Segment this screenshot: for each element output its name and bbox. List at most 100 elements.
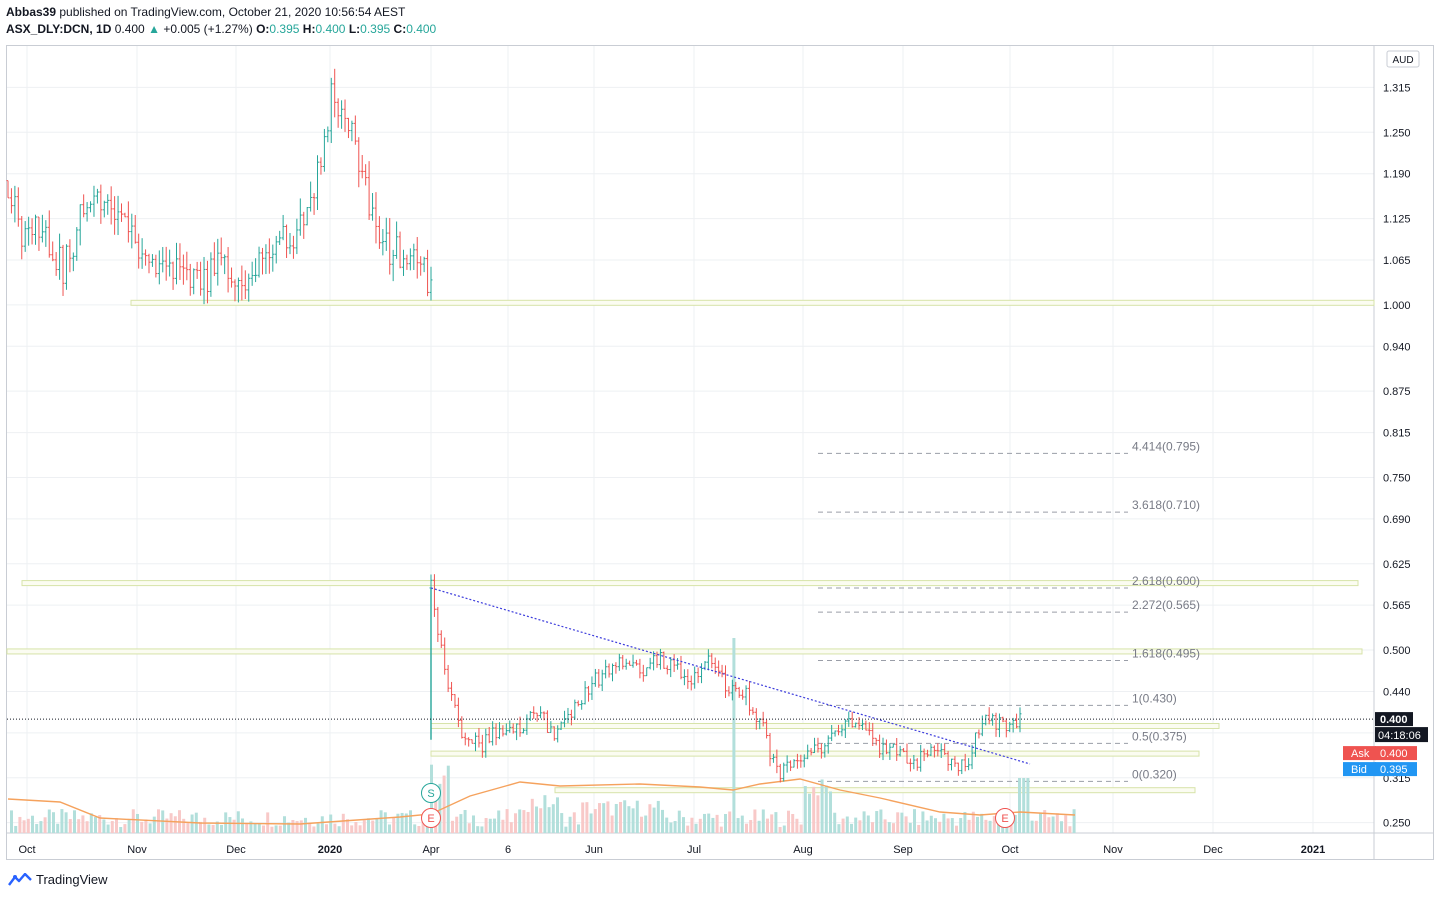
volume-bar xyxy=(938,821,942,833)
volume-bar xyxy=(648,804,652,833)
volume-bar xyxy=(526,811,530,833)
volume-bar xyxy=(845,816,849,833)
volume-bar xyxy=(791,814,795,833)
volume-bar xyxy=(1026,778,1030,833)
volume-bar xyxy=(1034,820,1038,833)
volume-bar xyxy=(925,820,929,833)
volume-bar xyxy=(770,814,774,833)
volume-bar xyxy=(673,821,677,833)
volume-bar xyxy=(959,818,963,833)
volume-bar xyxy=(77,819,81,833)
volume-bar xyxy=(451,820,454,833)
volume-bar xyxy=(165,818,169,833)
fib-level-label: 0.5(0.375) xyxy=(1132,729,1187,743)
volume-bar xyxy=(669,822,673,833)
volume-bar xyxy=(68,819,72,833)
y-tick-label: 1.125 xyxy=(1383,214,1411,226)
symbol-label[interactable]: ASX_DLY:DCN, 1D xyxy=(6,22,112,36)
volume-bar xyxy=(459,814,463,833)
volume-bar xyxy=(253,823,257,833)
volume-bar xyxy=(820,779,824,833)
volume-bar xyxy=(236,811,240,833)
chart-frame[interactable] xyxy=(6,45,1434,860)
volume-bar xyxy=(610,815,614,833)
author-name[interactable]: Abbas39 xyxy=(6,5,57,19)
countdown-label: 04:18:06 xyxy=(1378,730,1421,742)
up-triangle-icon: ▲ xyxy=(148,22,160,36)
x-tick-label: Oct xyxy=(1001,844,1018,856)
tradingview-logo-icon xyxy=(8,872,32,886)
x-tick-label: Apr xyxy=(422,844,439,856)
volume-bar xyxy=(514,813,517,833)
volume-bar xyxy=(841,818,845,833)
volume-bar xyxy=(963,811,967,833)
volume-bar xyxy=(81,815,85,833)
volume-bar xyxy=(862,811,866,833)
volume-bar xyxy=(472,815,475,833)
volume-bar xyxy=(123,824,127,833)
volume-bar xyxy=(18,816,22,833)
volume-bar xyxy=(715,814,719,833)
volume-bar xyxy=(866,815,870,833)
y-tick-label: 0.440 xyxy=(1383,686,1411,698)
fib-level-label: 2.618(0.600) xyxy=(1132,574,1200,588)
volume-bar xyxy=(875,811,879,833)
volume-bar xyxy=(887,822,891,833)
volume-bar xyxy=(106,824,110,833)
volume-bar xyxy=(1068,826,1072,833)
tradingview-brand: TradingView xyxy=(36,872,108,887)
open-label: O: xyxy=(256,22,270,36)
y-tick-label: 1.190 xyxy=(1383,169,1411,181)
volume-bar xyxy=(703,813,706,833)
volume-bar xyxy=(14,825,18,833)
volume-bar xyxy=(535,806,538,833)
tradingview-footer[interactable]: TradingView xyxy=(8,872,108,887)
volume-bar xyxy=(917,824,921,833)
volume-bar xyxy=(1039,813,1042,833)
volume-bar xyxy=(829,791,832,833)
y-tick-label: 1.250 xyxy=(1383,127,1411,139)
volume-bar xyxy=(480,826,484,833)
volume-bar xyxy=(60,809,64,833)
volume-bar xyxy=(392,817,396,833)
volume-bar xyxy=(421,818,425,833)
volume-bar xyxy=(686,825,690,833)
volume-bar xyxy=(799,824,803,833)
volume-bar xyxy=(627,806,631,833)
volume-bar xyxy=(148,823,152,833)
volume-bar xyxy=(1060,821,1063,833)
volume-bar xyxy=(488,818,492,833)
volume-bar xyxy=(199,821,202,833)
volume-bar xyxy=(115,818,118,833)
volume-bar xyxy=(316,823,320,833)
volume-bar xyxy=(589,813,593,833)
volume-bar xyxy=(988,820,992,833)
volume-bar xyxy=(568,816,572,833)
support-zone xyxy=(430,722,1220,729)
volume-bar xyxy=(140,821,144,833)
volume-bar xyxy=(698,818,702,833)
volume-bar xyxy=(383,812,387,833)
volume-bar xyxy=(43,817,47,833)
volume-bar xyxy=(757,820,761,833)
volume-bar xyxy=(564,826,568,833)
volume-bar xyxy=(375,819,379,833)
volume-bar xyxy=(270,826,274,833)
volume-bar xyxy=(152,816,156,833)
volume-bar xyxy=(1051,816,1055,833)
volume-bar xyxy=(400,812,404,833)
volume-bar xyxy=(379,810,383,833)
volume-bar xyxy=(85,821,89,833)
volume-bar xyxy=(463,809,467,833)
volume-bar xyxy=(203,817,207,833)
support-zone xyxy=(6,648,1363,655)
volume-bar xyxy=(677,810,681,833)
volume-bar xyxy=(455,816,459,833)
volume-bar xyxy=(572,812,576,833)
volume-bar xyxy=(543,795,547,833)
y-tick-label: 0.500 xyxy=(1383,645,1411,657)
fib-level-label: 1(0.430) xyxy=(1132,691,1177,705)
volume-bar xyxy=(329,814,333,833)
volume-bar xyxy=(736,818,740,833)
